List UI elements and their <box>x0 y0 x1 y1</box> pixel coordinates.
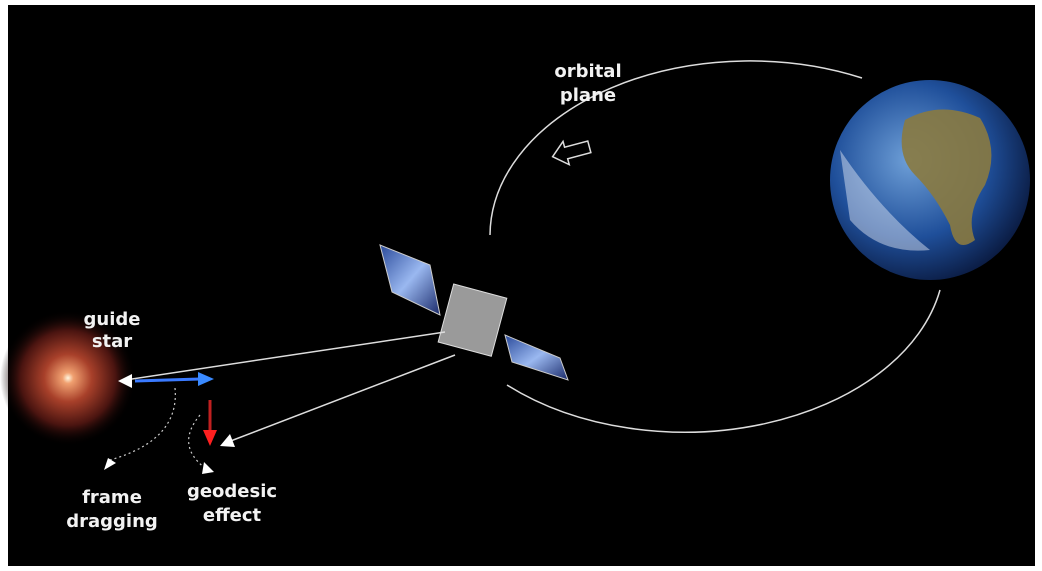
label: plane <box>560 85 616 106</box>
frame-dragging-arrow <box>135 379 200 381</box>
diagram: orbital plane guide star frame dragging … <box>0 0 1042 571</box>
label: frame <box>82 487 142 508</box>
label: guide <box>84 309 141 330</box>
background <box>8 5 1035 566</box>
page: orbital plane guide star frame dragging … <box>0 0 1042 571</box>
label: dragging <box>66 511 158 532</box>
label: star <box>92 331 132 352</box>
label: effect <box>203 505 262 526</box>
label: orbital <box>554 61 621 82</box>
label: geodesic <box>187 481 277 502</box>
